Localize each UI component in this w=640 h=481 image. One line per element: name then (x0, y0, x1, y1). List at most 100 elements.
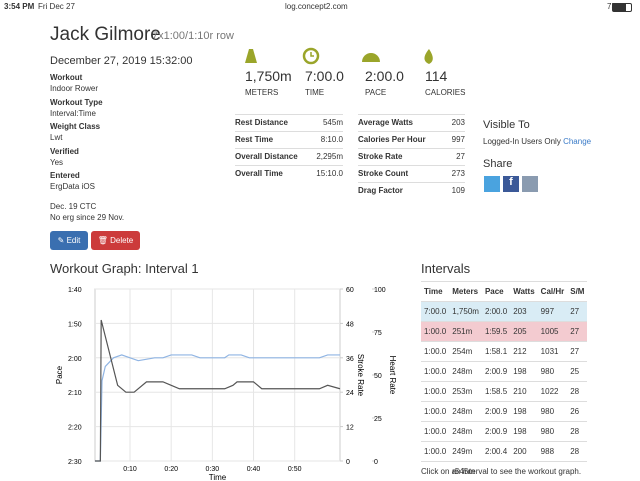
pace-icon (362, 53, 380, 62)
x-tick-label: 0:40 (247, 466, 261, 473)
plot-area (95, 289, 340, 461)
field-value: Yes (50, 158, 63, 167)
cell: 198 (510, 422, 537, 442)
cell: 1:00.0 (421, 322, 449, 342)
cell: 200 (510, 442, 537, 462)
edit-button[interactable]: ✎ Edit (50, 231, 88, 250)
field-label: Workout Type (50, 98, 103, 107)
twitter-button[interactable] (484, 176, 500, 192)
cell: 1022 (538, 382, 568, 402)
status-date: Fri Dec 27 (38, 2, 75, 11)
visible-heading: Visible To (483, 119, 530, 131)
stat-value: 997 (358, 135, 465, 144)
graph-title: Workout Graph: Interval 1 (50, 261, 199, 276)
cell: 254m (449, 342, 482, 362)
y-tick-label: 2:00 (68, 356, 82, 363)
cell: 198 (510, 362, 537, 382)
cell: Pace (482, 282, 510, 302)
edit-label: Edit (67, 236, 81, 245)
field-value: ErgData iOS (50, 182, 95, 191)
summary-value: 2:00.0 (365, 68, 404, 84)
y2-tick-label: 36 (346, 356, 354, 363)
y3-tick-label: 25 (374, 416, 382, 423)
cell: 7:00.0 (421, 302, 449, 322)
intervals-footer: Click on an interval to see the workout … (421, 467, 581, 476)
cell: 2:00.9 (482, 402, 510, 422)
visibility: Logged-In Users Only Change (483, 137, 591, 146)
field-value: Interval:Time (50, 109, 96, 118)
cell: Watts (510, 282, 537, 302)
cell: 248m (449, 422, 482, 442)
field-value: Indoor Rower (50, 84, 98, 93)
cell: 251m (449, 322, 482, 342)
field-label: Weight Class (50, 122, 100, 131)
cell: 980 (538, 362, 568, 382)
cell: 980 (538, 402, 568, 422)
cell: 2:00.9 (482, 422, 510, 442)
field-label: Verified (50, 147, 79, 156)
x-axis-label: Time (209, 473, 227, 480)
stat-value: 8:10.0 (235, 135, 343, 144)
cell: 203 (510, 302, 537, 322)
cell: 1:00.0 (421, 442, 449, 462)
stroke-rate-line (95, 355, 340, 461)
y2-tick-label: 24 (346, 390, 354, 397)
delete-button[interactable]: 🗑 Delete (91, 231, 140, 250)
facebook-button[interactable]: f (503, 176, 519, 192)
cell: 1:58.1 (482, 342, 510, 362)
calories-icon (424, 49, 432, 64)
field-value: Lwt (50, 133, 62, 142)
workout-datetime: December 27, 2019 15:32:00 (50, 55, 193, 67)
share-heading: Share (483, 158, 512, 170)
cell: 980 (538, 422, 568, 442)
page-subtitle: 7x1:00/1:10r row (152, 30, 234, 42)
y3-tick-label: 100 (374, 287, 386, 294)
field-label: Entered (50, 171, 80, 180)
change-link[interactable]: Change (563, 137, 591, 146)
cell: 1:00.0 (421, 362, 449, 382)
workout-graph: 1:401:502:002:102:202:306048362412010075… (40, 280, 410, 480)
summary-label: CALORIES (425, 88, 465, 97)
field-label: Workout (50, 73, 82, 82)
cell: 1,750m (449, 302, 482, 322)
url[interactable]: log.concept2.com (285, 2, 348, 11)
cell: Cal/Hr (538, 282, 568, 302)
y2-tick-label: 60 (346, 287, 354, 294)
cell: 1031 (538, 342, 568, 362)
cell: 253m (449, 382, 482, 402)
cell: 25 (567, 362, 587, 382)
summary-value: 114 (425, 68, 447, 84)
summary-value: 1,750m (245, 68, 292, 84)
y-tick-label: 2:20 (68, 425, 82, 432)
note: No erg since 29 Nov. (50, 213, 124, 222)
cell: 28 (567, 442, 587, 462)
cell: 2:00.0 (482, 302, 510, 322)
y-axis-label: Pace (55, 365, 64, 384)
cell: 210 (510, 382, 537, 402)
cell: 2:00.9 (482, 362, 510, 382)
cell: 27 (567, 302, 587, 322)
cell: 1:00.0 (421, 382, 449, 402)
cell: 997 (538, 302, 568, 322)
cell: 28 (567, 382, 587, 402)
cell: 1005 (538, 322, 568, 342)
x-tick-label: 0:20 (164, 466, 178, 473)
summary-label: PACE (365, 88, 386, 97)
y3-tick-label: 75 (374, 330, 382, 337)
y2-axis-label: Stroke Rate (356, 354, 365, 397)
email-button[interactable] (522, 176, 538, 192)
x-tick-label: 0:50 (288, 466, 302, 473)
y3-tick-label: 0 (374, 459, 378, 466)
cell: 1:00.0 (421, 402, 449, 422)
